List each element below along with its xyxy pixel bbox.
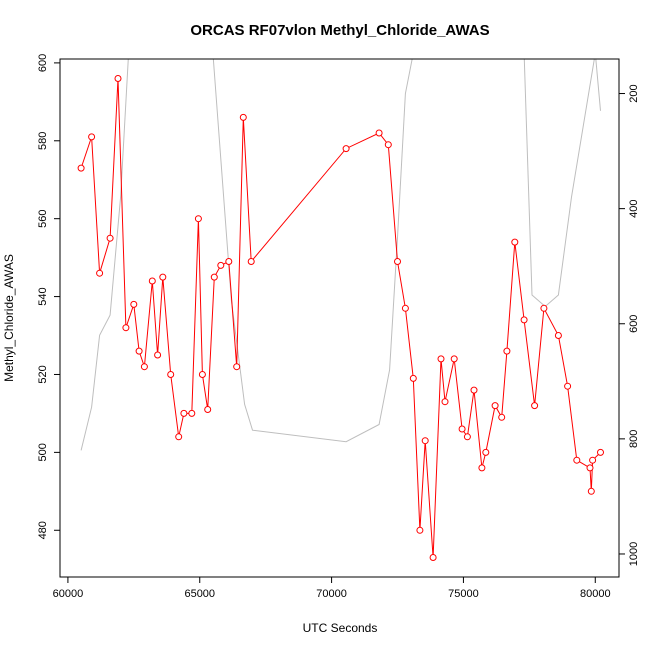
data-point	[204, 406, 212, 413]
data-point	[239, 113, 247, 121]
data-point	[88, 133, 96, 141]
plot-area	[77, 59, 604, 561]
primary-series-line	[80, 78, 601, 558]
y2-tick-label: 600	[628, 315, 640, 333]
data-point	[503, 347, 511, 355]
data-point	[77, 164, 85, 172]
y-tick-label: 520	[37, 365, 49, 383]
data-point	[520, 316, 528, 324]
data-point	[478, 464, 486, 472]
x-tick-label: 65000	[184, 588, 215, 600]
data-point	[437, 355, 445, 363]
x-tick-label: 80000	[580, 588, 611, 600]
data-point	[225, 258, 233, 265]
data-point	[573, 456, 581, 464]
data-point	[384, 141, 392, 149]
data-point	[114, 75, 122, 82]
y-tick-label: 560	[37, 210, 49, 228]
y2-tick-label: 400	[628, 199, 640, 217]
data-point	[498, 413, 506, 421]
data-point	[159, 273, 167, 281]
secondary-series-layer	[80, 59, 601, 451]
data-point	[198, 371, 206, 378]
primary-series-layer	[77, 75, 604, 561]
data-point	[180, 409, 188, 417]
x-axis-label: UTC Seconds	[303, 621, 378, 635]
data-point	[194, 215, 202, 223]
data-point	[511, 238, 519, 246]
chart-title: ORCAS RF07vlon Methyl_Chloride_AWAS	[190, 22, 489, 39]
y-tick-label: 540	[37, 287, 49, 305]
data-point	[175, 433, 183, 441]
y-tick-label: 600	[37, 54, 49, 72]
data-point	[463, 433, 471, 441]
secondary-series-line	[80, 59, 601, 451]
data-point	[167, 371, 175, 378]
data-point	[122, 324, 130, 332]
data-point	[586, 464, 594, 472]
y2-tick-label: 800	[628, 430, 640, 448]
y-axis-label: Methyl_Chloride_AWAS	[2, 254, 16, 382]
data-point	[375, 129, 383, 137]
data-point	[247, 258, 255, 265]
data-point	[135, 347, 143, 355]
data-point	[421, 437, 429, 445]
data-point	[458, 425, 466, 433]
data-point	[140, 363, 148, 371]
axes-layer: 60000 65000 70000 75000 80000 480 500 520 540 560…	[37, 54, 640, 600]
data-point	[154, 351, 162, 359]
data-point	[540, 304, 548, 312]
x-tick-label: 75000	[448, 588, 479, 600]
x-tick-label: 70000	[316, 588, 347, 600]
y-tick-label: 580	[37, 132, 49, 150]
x-tick-label: 60000	[53, 588, 84, 600]
data-point	[210, 273, 218, 281]
data-point	[342, 145, 350, 153]
data-point	[401, 304, 409, 312]
data-point	[409, 374, 417, 382]
data-point	[587, 487, 595, 495]
data-point	[416, 526, 424, 534]
data-point	[217, 261, 225, 269]
y-tick-label: 500	[37, 443, 49, 461]
data-point	[531, 402, 539, 410]
y2-tick-label: 200	[628, 84, 640, 102]
data-point	[188, 409, 196, 417]
y2-tick-label: 1000	[628, 542, 640, 566]
data-point	[450, 355, 458, 363]
data-point	[96, 269, 104, 277]
data-point	[597, 448, 604, 456]
data-point	[233, 363, 241, 371]
data-point	[491, 402, 499, 410]
data-point	[470, 386, 478, 394]
data-point	[441, 398, 449, 406]
data-point	[148, 277, 156, 285]
data-point	[130, 300, 138, 308]
plot-frame	[59, 58, 620, 578]
data-point	[589, 456, 597, 464]
data-point	[429, 554, 437, 561]
data-point	[106, 234, 114, 242]
data-point	[554, 332, 562, 339]
data-point	[394, 258, 401, 265]
data-point	[482, 448, 490, 456]
y-tick-label: 480	[37, 521, 49, 539]
data-point	[564, 382, 572, 390]
